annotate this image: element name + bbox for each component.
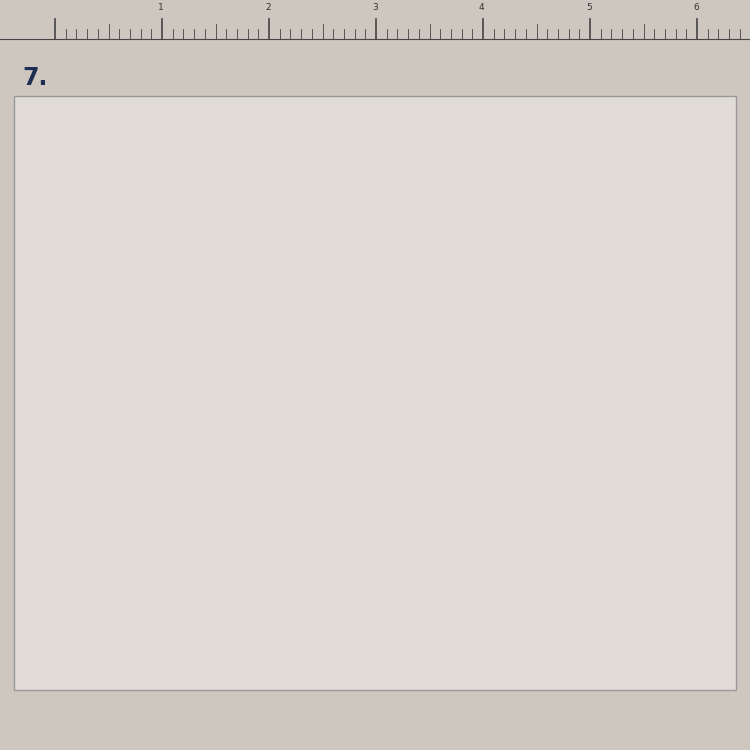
Text: 5: 5 (586, 3, 592, 12)
Text: 3: 3 (372, 3, 378, 12)
Text: 7.: 7. (22, 66, 47, 90)
Text: 6: 6 (693, 3, 699, 12)
Text: 2: 2 (265, 3, 271, 12)
Text: 4: 4 (479, 3, 484, 12)
FancyBboxPatch shape (14, 96, 736, 690)
Text: 1: 1 (158, 3, 164, 12)
